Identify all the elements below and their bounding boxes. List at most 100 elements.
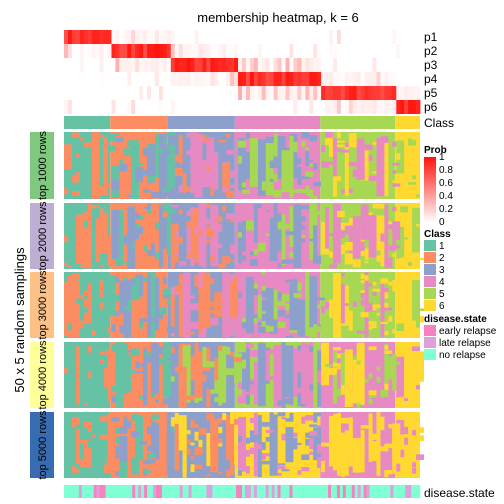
noise-cell <box>396 356 405 398</box>
prob-cell <box>384 58 389 72</box>
noise-cell <box>297 166 302 185</box>
noise-cell <box>99 363 108 369</box>
prob-cell <box>222 86 227 100</box>
noise-cell <box>230 184 239 188</box>
noise-cell <box>91 469 100 477</box>
prob-cell <box>162 30 168 44</box>
prob-cell <box>131 44 136 58</box>
prob-cell <box>67 100 73 114</box>
prob-cell <box>404 30 409 44</box>
prob-cell <box>79 30 85 44</box>
noise-cell <box>170 417 179 425</box>
noise-cell <box>147 144 152 150</box>
noise-cell <box>226 368 235 376</box>
noise-cell <box>111 454 120 459</box>
noise-cell <box>344 349 353 407</box>
noise-cell <box>79 382 88 391</box>
noise-cell <box>400 412 405 418</box>
noise-cell <box>115 427 124 434</box>
noise-cell <box>384 204 389 269</box>
disease-cell <box>129 485 133 498</box>
noise-cell <box>301 205 310 210</box>
disease-cell <box>405 485 409 498</box>
noise-cell <box>162 203 171 211</box>
prob-cell <box>340 72 346 86</box>
class-legend-swatch <box>424 264 436 275</box>
prob-cell <box>242 86 247 100</box>
noise-cell <box>226 213 235 220</box>
noise-cell <box>356 260 361 264</box>
prob-cell <box>174 30 180 44</box>
noise-cell <box>158 307 167 315</box>
disease-cell <box>408 485 412 498</box>
noise-cell <box>158 346 163 355</box>
prob-cell <box>313 86 318 100</box>
prob-cell <box>329 86 334 100</box>
noise-cell <box>210 317 219 326</box>
noise-cell <box>376 412 381 476</box>
prob-cell <box>269 44 275 58</box>
noise-cell <box>135 294 140 297</box>
noise-cell <box>190 207 199 264</box>
prob-cell <box>404 44 409 58</box>
prob-cell <box>348 30 354 44</box>
prob-cell <box>416 72 421 86</box>
noise-cell <box>143 460 152 465</box>
noise-cell <box>91 132 100 199</box>
noise-cell <box>154 251 159 260</box>
prob-tick-label: 0.4 <box>439 191 453 202</box>
noise-cell <box>384 383 389 391</box>
prob-cell <box>238 30 243 44</box>
noise-cell <box>372 203 381 209</box>
noise-cell <box>99 431 108 435</box>
prob-cell <box>329 44 334 58</box>
noise-cell <box>115 378 124 407</box>
disease-cell <box>390 485 394 498</box>
noise-cell <box>178 185 187 193</box>
noise-cell <box>301 188 306 194</box>
prob-cell <box>356 86 362 100</box>
noise-cell <box>384 302 389 308</box>
prob-cell <box>162 100 168 114</box>
noise-cell <box>364 302 373 312</box>
prob-cell <box>356 58 362 72</box>
noise-cell <box>245 220 254 226</box>
noise-cell <box>257 326 266 333</box>
prob-cell <box>400 30 405 44</box>
prob-cell <box>95 58 100 72</box>
class-legend-label: 6 <box>439 301 445 312</box>
prob-cell <box>253 30 259 44</box>
prob-cell <box>329 100 334 114</box>
prob-cell <box>174 72 180 86</box>
noise-cell <box>269 160 278 169</box>
prob-cell <box>332 86 338 100</box>
prob-cell <box>392 44 397 58</box>
prob-cell <box>214 100 219 114</box>
noise-cell <box>198 286 203 333</box>
prob-cell <box>416 58 421 72</box>
noise-cell <box>174 242 179 247</box>
noise-cell <box>269 473 278 476</box>
noise-cell <box>190 207 195 210</box>
prob-cell <box>64 86 69 100</box>
noise-cell <box>71 203 76 241</box>
prob-cell <box>273 44 278 58</box>
prob-cell <box>368 72 373 86</box>
prob-cell <box>297 44 302 58</box>
prob-cell <box>396 72 401 86</box>
noise-cell <box>392 423 401 467</box>
prob-cell <box>234 72 239 86</box>
prob-cell <box>162 86 168 100</box>
noise-cell <box>198 134 203 198</box>
class-legend-swatch <box>424 276 436 287</box>
noise-cell <box>416 313 420 328</box>
noise-cell <box>147 446 155 452</box>
noise-cell <box>75 214 84 264</box>
prob-cell <box>115 86 120 100</box>
prob-cell <box>186 44 191 58</box>
noise-cell <box>186 220 191 228</box>
prob-cell <box>222 30 227 44</box>
noise-cell <box>416 308 424 312</box>
noise-cell <box>158 314 163 319</box>
noise-cell <box>123 235 132 241</box>
